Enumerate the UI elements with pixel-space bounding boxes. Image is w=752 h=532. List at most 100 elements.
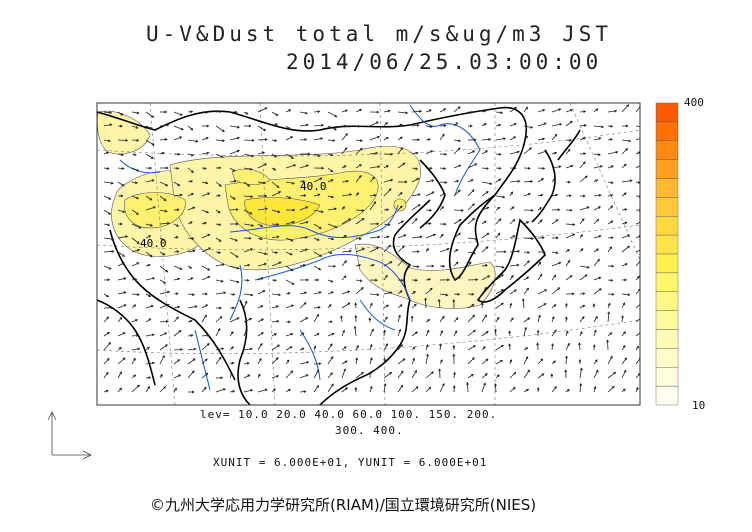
wind-vector-head xyxy=(472,203,475,207)
wind-vector xyxy=(537,289,547,295)
wind-vector xyxy=(522,298,525,309)
wind-vector-head xyxy=(148,235,152,238)
wind-vector xyxy=(607,181,614,184)
wind-vector xyxy=(621,180,632,183)
wind-vector-head xyxy=(371,328,374,332)
wind-vector-head xyxy=(373,193,377,197)
wind-vector-head xyxy=(552,178,556,181)
wind-vector xyxy=(551,316,555,323)
wind-vector xyxy=(271,293,281,296)
wind-vector-head xyxy=(106,294,110,298)
dust-plume-ring xyxy=(231,168,271,185)
wind-vector-head xyxy=(472,314,476,318)
wind-vector-head xyxy=(305,374,309,377)
wind-vector xyxy=(453,330,458,337)
wind-vector xyxy=(509,250,520,253)
wind-vector-head xyxy=(414,217,418,221)
wind-vector-head xyxy=(375,151,379,155)
wind-vector xyxy=(621,302,625,309)
wind-vector-head xyxy=(559,123,563,126)
wind-vector-head xyxy=(317,110,321,114)
wind-vector-head xyxy=(331,195,335,199)
wind-vector-head xyxy=(610,205,614,209)
wind-vector xyxy=(117,209,125,213)
wind-vector xyxy=(313,124,324,127)
wind-vector-head xyxy=(625,148,629,151)
wind-vector-head xyxy=(136,241,140,244)
wind-vector-head xyxy=(320,137,324,141)
wind-vector-head xyxy=(399,205,403,209)
wind-vector-head xyxy=(179,136,183,139)
wind-vector-head xyxy=(400,278,404,282)
wind-vector-head xyxy=(179,193,183,197)
wind-vector-head xyxy=(355,357,359,361)
wind-vector-head xyxy=(110,306,114,310)
wind-vector-head xyxy=(428,278,432,281)
wind-vector-head xyxy=(610,220,614,224)
wind-vector xyxy=(327,343,333,351)
wind-vector-head xyxy=(136,138,140,142)
wind-vector-head xyxy=(304,291,308,295)
wind-vector-head xyxy=(526,221,530,224)
wind-vector-head xyxy=(446,278,450,282)
wind-vector-head xyxy=(306,278,310,282)
wind-vector-head xyxy=(138,225,142,229)
wind-vector xyxy=(593,137,601,141)
wind-vector-head xyxy=(205,110,209,114)
wind-vector-head xyxy=(276,305,279,308)
wind-vector xyxy=(299,292,307,295)
wind-vector-head xyxy=(452,344,456,348)
wind-vector-head xyxy=(542,137,546,141)
wind-vector xyxy=(593,165,603,169)
wind-vector-head xyxy=(204,292,208,296)
wind-vector xyxy=(369,329,374,337)
wind-vector xyxy=(131,209,139,215)
wind-vector xyxy=(495,344,504,351)
copyright-notice: ©九州大学応用力学研究所(RIAM)/国立環境研究所(NIES) xyxy=(150,496,537,514)
wind-vector-head xyxy=(598,193,602,197)
wind-vector-head xyxy=(313,345,317,349)
wind-vector-head xyxy=(272,388,276,392)
wind-vector-head xyxy=(414,303,417,307)
wind-vector xyxy=(173,136,182,141)
wind-vector-head xyxy=(348,218,352,221)
wind-vector-head xyxy=(108,212,111,215)
wind-vector-head xyxy=(513,166,517,170)
wind-vector-head xyxy=(222,388,226,391)
wind-vector-head xyxy=(236,136,240,140)
wind-vector xyxy=(327,237,334,240)
wind-vector-head xyxy=(361,209,365,212)
wind-vector-head xyxy=(642,316,644,318)
wind-vector xyxy=(411,204,421,211)
wind-vector-head xyxy=(264,163,268,166)
wind-vector-head xyxy=(551,316,555,320)
wind-vector-head xyxy=(178,329,182,333)
wind-vector-head xyxy=(249,167,253,171)
wind-vector-head xyxy=(205,372,209,376)
wind-vector-head xyxy=(440,359,443,363)
wind-vector-head xyxy=(207,275,211,279)
wind-vector xyxy=(145,223,153,227)
wind-vector-head xyxy=(161,151,165,155)
wind-vector xyxy=(187,348,196,351)
wind-vector-head xyxy=(217,327,221,331)
wind-vector-head xyxy=(152,277,156,280)
wind-vector xyxy=(579,342,581,351)
wind-vector xyxy=(537,150,547,155)
wind-vector-head xyxy=(251,138,255,142)
wind-vector xyxy=(159,355,165,365)
wind-vector-head xyxy=(485,166,489,170)
wind-vector-head xyxy=(191,170,194,174)
wind-vector xyxy=(355,287,364,295)
wind-vector-head xyxy=(607,302,611,306)
wind-vector xyxy=(299,374,309,379)
wind-vector-head xyxy=(274,154,278,158)
wind-vector-head xyxy=(377,235,381,239)
wind-vector-head xyxy=(148,376,152,380)
chart-title: U-V&Dust total m/s&ug/m3 JST xyxy=(146,22,613,46)
wind-vector-head xyxy=(526,276,530,280)
wind-vector-head xyxy=(417,204,421,207)
wind-vector-head xyxy=(354,386,358,390)
wind-vector-head xyxy=(611,264,615,268)
wind-vector-head xyxy=(316,278,320,282)
